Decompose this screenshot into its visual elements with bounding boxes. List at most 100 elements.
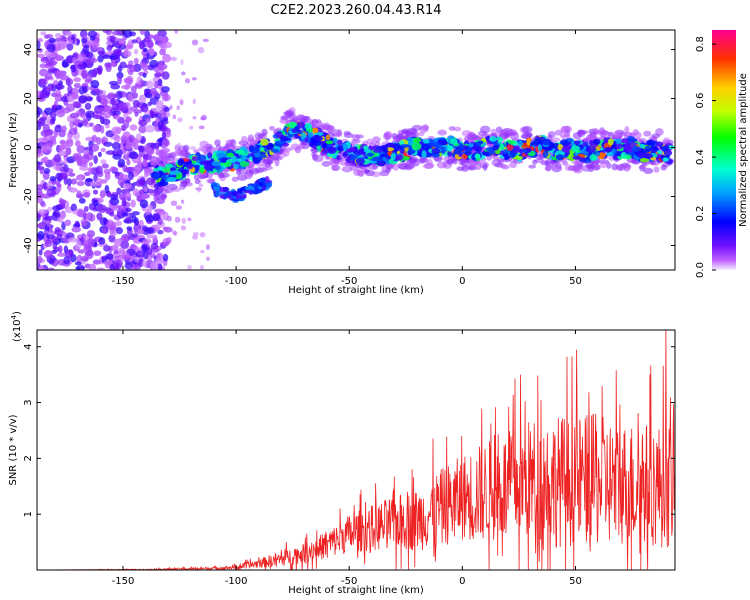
spectrogram-cell bbox=[474, 153, 481, 159]
spectrogram-cell bbox=[92, 124, 101, 133]
spectrogram-cell bbox=[48, 37, 56, 44]
snr-y-ticks: 1 2 3 4 bbox=[23, 344, 675, 517]
spectrogram-cell bbox=[418, 155, 426, 164]
spectrogram-cell bbox=[202, 38, 209, 43]
spectrogram-cell bbox=[76, 63, 87, 70]
spectrogram-cell bbox=[117, 75, 123, 85]
spectrogram-cell bbox=[111, 141, 121, 151]
spectrogram-cell bbox=[274, 158, 280, 167]
spectrogram-cell bbox=[363, 148, 371, 153]
spectrogram-cell bbox=[95, 165, 103, 175]
spectrogram-cell bbox=[113, 238, 122, 247]
spectrogram-cell bbox=[244, 186, 252, 191]
y-tick-label: -20 bbox=[23, 188, 34, 204]
spectrogram-cell bbox=[300, 132, 307, 139]
spectrogram-cell bbox=[61, 107, 71, 114]
spectrogram-cell bbox=[66, 43, 74, 51]
spectrogram-cell bbox=[395, 154, 404, 161]
colorbar-ticks: 0.0 0.2 0.4 0.6 0.8 bbox=[695, 36, 716, 278]
spectrogram-cell bbox=[157, 109, 167, 118]
spectrogram-cell bbox=[84, 250, 94, 260]
spectrogram-cell bbox=[59, 144, 68, 150]
spectrogram-cell bbox=[312, 127, 319, 133]
spectrogram-cell bbox=[615, 143, 623, 150]
spectrogram-cell bbox=[109, 228, 118, 237]
spectrogram-cell bbox=[91, 40, 100, 49]
spectrogram-cell bbox=[72, 57, 77, 63]
spectrogram-cell bbox=[119, 102, 128, 111]
x-tick-label: 0 bbox=[459, 576, 465, 587]
spectrogram-cell bbox=[392, 135, 403, 142]
spectrogram-cell bbox=[40, 31, 47, 36]
spectrogram-cell bbox=[75, 176, 83, 181]
spectrogram-cell bbox=[170, 170, 181, 175]
spectrogram-cell bbox=[73, 83, 81, 89]
spectrogram-cell bbox=[449, 138, 458, 145]
spectrogram-cell bbox=[119, 61, 127, 69]
snr-scale-close: ) bbox=[12, 311, 23, 315]
spectrogram-cell bbox=[111, 110, 121, 116]
spectrogram-cell bbox=[367, 164, 379, 170]
spectrogram-cell bbox=[121, 251, 130, 260]
spectrogram-cell bbox=[129, 64, 137, 73]
spectrogram-cell bbox=[327, 146, 337, 154]
spectrogram-cell bbox=[78, 197, 86, 204]
spectrogram-cell bbox=[181, 71, 186, 76]
spectrogram-cell bbox=[521, 131, 533, 139]
snr-y-label: SNR (10 * v/v) bbox=[8, 414, 19, 485]
spectrogram-cell bbox=[392, 163, 399, 171]
spectrogram-cell bbox=[230, 155, 237, 163]
spectrogram-cell bbox=[55, 53, 61, 62]
spectrogram-cell bbox=[252, 182, 260, 189]
spectrogram-cell bbox=[613, 130, 621, 138]
spectrogram-cell bbox=[76, 145, 86, 154]
x-tick-label: -50 bbox=[341, 576, 357, 587]
spectrogram-cell bbox=[145, 214, 155, 223]
spectrogram-cell bbox=[620, 151, 627, 158]
spectrogram-cell bbox=[103, 141, 113, 147]
spectrogram-cell bbox=[363, 168, 370, 174]
spectrogram-cell bbox=[142, 260, 148, 268]
spectrogram-cell bbox=[44, 91, 51, 97]
spectrogram-cell bbox=[152, 234, 158, 243]
spectrogram-cell bbox=[199, 167, 205, 174]
spectrogram-cell bbox=[332, 165, 338, 171]
spectrogram-cell bbox=[554, 129, 563, 136]
spectrogram-cell bbox=[122, 50, 132, 58]
spectrogram-cell bbox=[447, 150, 452, 157]
spectrogram-cell bbox=[266, 143, 274, 151]
spectrogram-cell bbox=[93, 199, 99, 207]
spectrogram-cell bbox=[130, 199, 136, 208]
spectrogram-cell bbox=[169, 104, 173, 110]
spectrogram-cell bbox=[238, 195, 247, 199]
colorbar: 0.0 0.2 0.4 0.6 0.8 Normalized spectral ampl… bbox=[695, 30, 749, 278]
spectrogram-cell bbox=[100, 147, 106, 153]
spectrogram-cell bbox=[611, 163, 619, 171]
spectrogram-cell bbox=[45, 250, 52, 258]
y-tick-label: 20 bbox=[23, 92, 34, 105]
spectrogram-cell bbox=[372, 136, 381, 143]
spectrogram-cell bbox=[139, 199, 149, 209]
spectrogram-cell bbox=[634, 131, 642, 139]
spectrogram-cell bbox=[162, 253, 169, 262]
spectrogram-cell bbox=[447, 144, 453, 152]
spectrogram-cell bbox=[143, 250, 149, 260]
spectrogram-cell bbox=[147, 41, 154, 49]
spectrogram-cell bbox=[147, 101, 152, 107]
spectrogram-cell bbox=[159, 48, 166, 56]
spectrogram-cell bbox=[182, 144, 190, 152]
spectrogram-cell bbox=[310, 137, 316, 144]
spectrogram-cell bbox=[102, 30, 111, 34]
spectrogram-cell bbox=[294, 125, 300, 132]
y-tick-label: 3 bbox=[23, 399, 34, 405]
spectrogram-cell bbox=[75, 266, 80, 270]
spectrogram-cell bbox=[139, 30, 146, 36]
spectrogram-cell bbox=[93, 250, 102, 257]
spectrogram-cell bbox=[87, 30, 98, 38]
spectrogram-cell bbox=[45, 182, 53, 189]
spectrogram-cell bbox=[219, 194, 226, 199]
spectrogram-cell bbox=[145, 226, 155, 234]
spectrogram-cell bbox=[46, 43, 57, 53]
spectrogram-cell bbox=[83, 44, 90, 49]
spectrogram-cell bbox=[67, 178, 72, 186]
